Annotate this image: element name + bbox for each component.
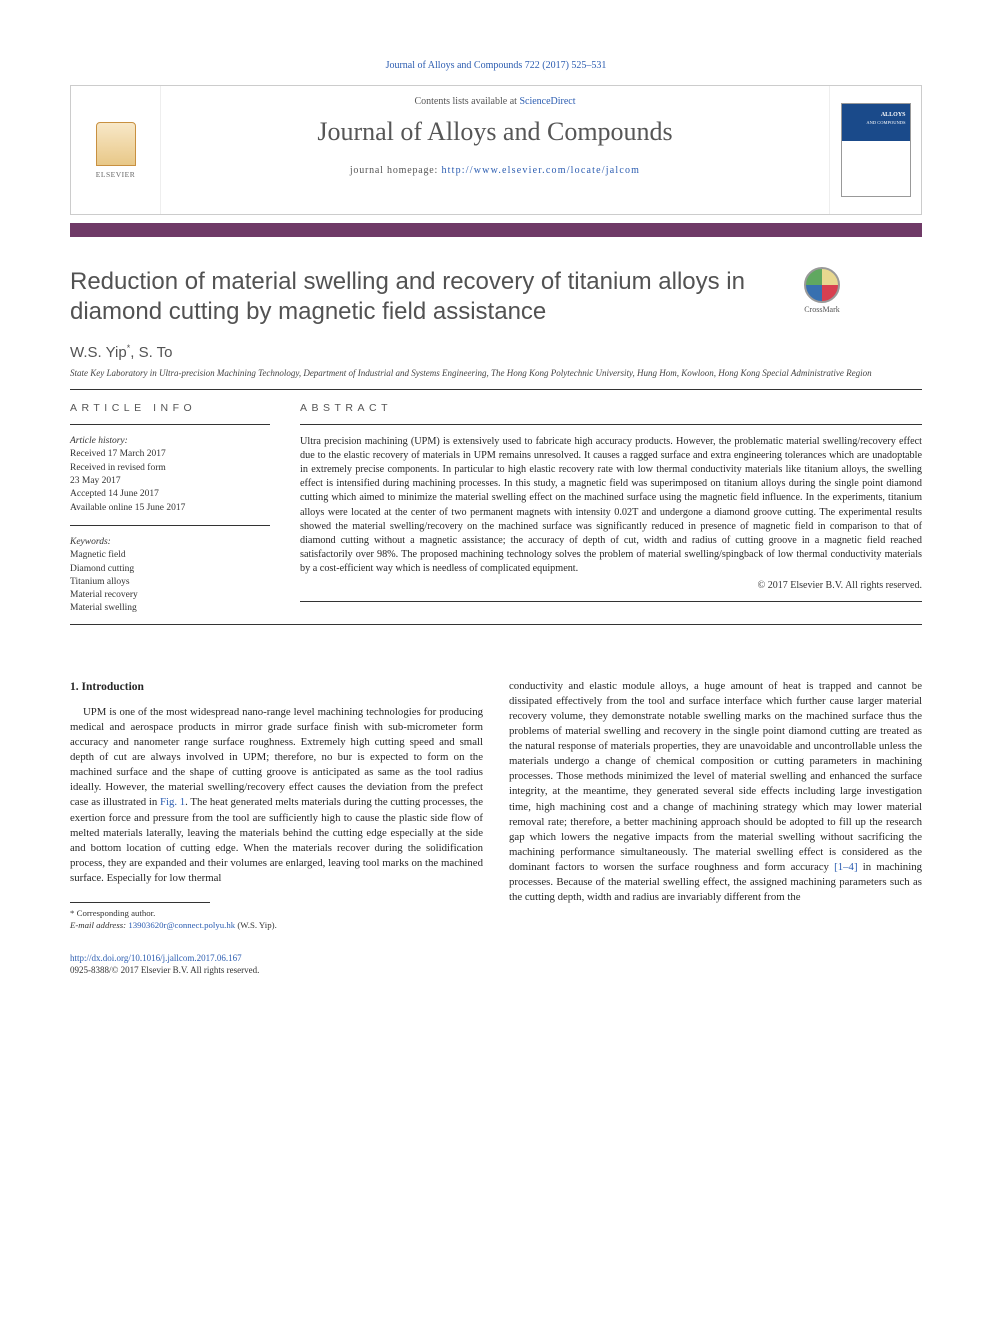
abstract-copyright: © 2017 Elsevier B.V. All rights reserved… [300,580,922,591]
journal-cover-thumb[interactable] [841,103,911,197]
color-rule-bar [70,223,922,237]
abstract-rule-bottom [300,601,922,602]
footnote-rule [70,902,210,903]
banner-center: Contents lists available at ScienceDirec… [161,86,829,214]
revised-line-1: Received in revised form [70,462,270,475]
elsevier-logo[interactable]: ELSEVIER [87,115,145,185]
email-label: E-mail address: [70,920,128,930]
homepage-prefix: journal homepage: [350,165,442,176]
body-two-column: 1. Introduction UPM is one of the most w… [70,679,922,932]
crossmark-label: CrossMark [792,305,852,314]
journal-homepage-link[interactable]: http://www.elsevier.com/locate/jalcom [441,165,640,176]
publisher-name: ELSEVIER [96,170,135,179]
abstract-column: ABSTRACT Ultra precision machining (UPM)… [300,402,922,616]
keywords-block: Keywords: Magnetic field Diamond cutting… [70,536,270,616]
keyword: Material swelling [70,602,270,615]
affiliation: State Key Laboratory in Ultra-precision … [70,367,922,379]
section-1-heading: 1. Introduction [70,679,483,695]
crossmark-icon [804,267,840,303]
elsevier-tree-icon [96,122,136,166]
article-info-column: ARTICLE INFO Article history: Received 1… [70,402,270,616]
intro-text-3: conductivity and elastic module alloys, … [509,680,922,873]
accepted-date: Accepted 14 June 2017 [70,488,270,501]
citation-link[interactable]: Journal of Alloys and Compounds 722 (201… [386,60,607,71]
info-rule-1 [70,424,270,425]
author-2[interactable]: S. To [139,344,173,361]
keyword: Diamond cutting [70,563,270,576]
author-sep: , [130,344,138,361]
info-rule-2 [70,525,270,526]
contents-prefix: Contents lists available at [414,96,519,107]
rule-above-abstract [70,389,922,390]
article-info-head: ARTICLE INFO [70,402,270,414]
citation-line: Journal of Alloys and Compounds 722 (201… [70,60,922,71]
rule-below-abstract [70,624,922,625]
intro-paragraph-left: UPM is one of the most widespread nano-r… [70,705,483,886]
publisher-logo-cell: ELSEVIER [71,86,161,214]
revised-line-2: 23 May 2017 [70,475,270,488]
doi-issn-block: http://dx.doi.org/10.1016/j.jallcom.2017… [70,952,922,977]
received-date: Received 17 March 2017 [70,448,270,461]
journal-homepage-line: journal homepage: http://www.elsevier.co… [161,165,829,176]
email-who: (W.S. Yip). [235,920,277,930]
intro-paragraph-right: conductivity and elastic module alloys, … [509,679,922,906]
contents-available-line: Contents lists available at ScienceDirec… [161,96,829,107]
keywords-label: Keywords: [70,536,270,549]
doi-link[interactable]: http://dx.doi.org/10.1016/j.jallcom.2017… [70,953,242,963]
intro-text-1: UPM is one of the most widespread nano-r… [70,706,483,809]
issn-copyright: 0925-8388/© 2017 Elsevier B.V. All right… [70,965,259,975]
history-label: Article history: [70,435,270,448]
keyword: Material recovery [70,589,270,602]
author-1[interactable]: W.S. Yip [70,344,127,361]
sciencedirect-link[interactable]: ScienceDirect [519,96,575,107]
journal-banner: ELSEVIER Contents lists available at Sci… [70,85,922,215]
article-history: Article history: Received 17 March 2017 … [70,435,270,515]
email-line: E-mail address: 13903620r@connect.polyu.… [70,919,483,931]
keyword: Titanium alloys [70,576,270,589]
corresponding-note: * Corresponding author. [70,907,483,919]
body-column-right: conductivity and elastic module alloys, … [509,679,922,932]
cite-1-4-link[interactable]: [1–4] [834,861,857,873]
crossmark-badge[interactable]: CrossMark [792,267,852,314]
abstract-head: ABSTRACT [300,402,922,414]
intro-text-2: . The heat generated melts materials dur… [70,796,483,884]
online-date: Available online 15 June 2017 [70,502,270,515]
cover-thumb-cell [829,86,921,214]
keyword: Magnetic field [70,549,270,562]
abstract-text: Ultra precision machining (UPM) is exten… [300,435,922,576]
corr-email-link[interactable]: 13903620r@connect.polyu.hk [128,920,235,930]
journal-name: Journal of Alloys and Compounds [161,117,829,147]
body-column-left: 1. Introduction UPM is one of the most w… [70,679,483,932]
fig-1-link[interactable]: Fig. 1 [160,796,185,808]
footnotes: * Corresponding author. E-mail address: … [70,907,483,932]
abstract-rule-top [300,424,922,425]
authors-line: W.S. Yip*, S. To [70,343,922,361]
